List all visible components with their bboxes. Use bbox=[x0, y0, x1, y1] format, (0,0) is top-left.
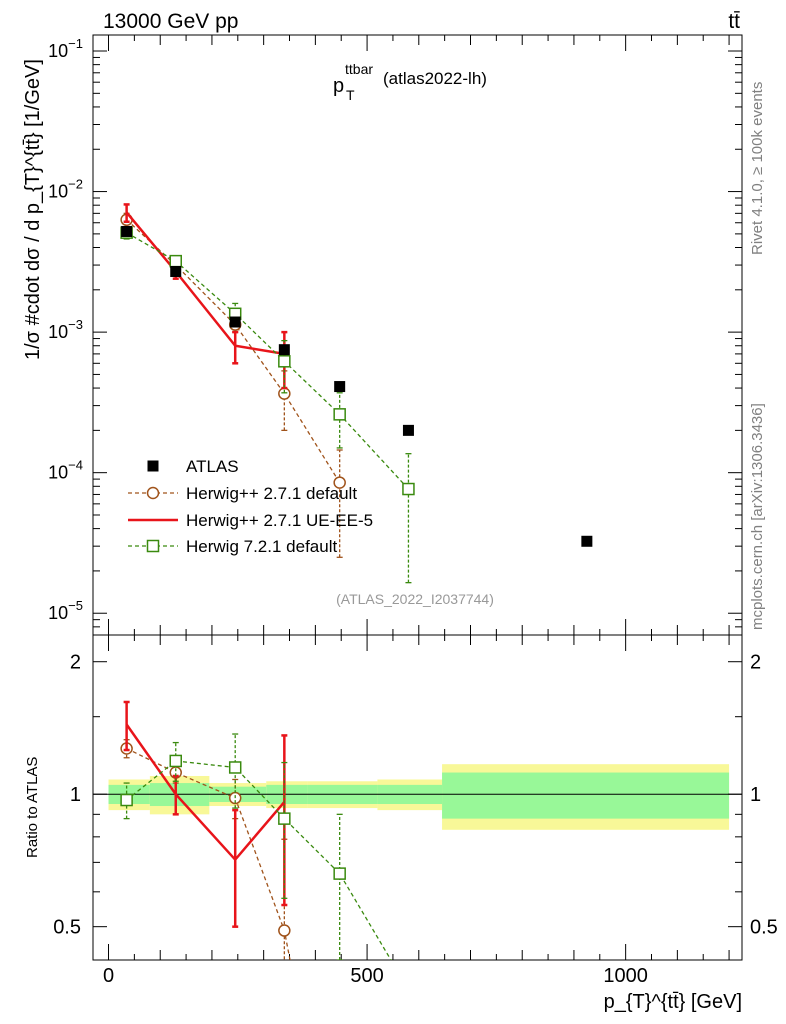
main-data-point-5 bbox=[402, 424, 414, 436]
main-ytick-exp-2: −3 bbox=[68, 317, 83, 332]
main-point-s3-3 bbox=[278, 355, 291, 368]
plot-title-main: p bbox=[333, 75, 344, 97]
main-ytick-label-0: 10−5 bbox=[48, 598, 83, 623]
plot-title: p T ttbar (atlas2022-lh) bbox=[333, 61, 487, 103]
ratio-line-series-1 bbox=[125, 723, 286, 862]
main-point-s3-4 bbox=[333, 408, 346, 421]
ratio-ytick-label-right-0: 0.5 bbox=[750, 917, 778, 939]
main-point-s3-5 bbox=[402, 482, 415, 496]
plot-title-sub: T bbox=[346, 87, 355, 103]
ratio-ytick-label-right-2: 2 bbox=[750, 652, 761, 674]
ratio-point-s2-1 bbox=[169, 754, 182, 768]
main-data-point-0 bbox=[121, 225, 133, 237]
mcplots-label: mcplots.cern.ch [arXiv:1306.3436] bbox=[749, 403, 766, 630]
legend-label-2: Herwig++ 2.7.1 UE-EE-5 bbox=[186, 511, 373, 530]
ratio-xtick-label-1: 500 bbox=[350, 965, 383, 987]
legend-marker-0 bbox=[147, 460, 159, 472]
main-data-point-2 bbox=[229, 316, 241, 328]
ratio-point-s2-2 bbox=[228, 761, 242, 774]
rivet-label: Rivet 4.1.0, ≥ 100k events bbox=[749, 82, 766, 255]
ratio-axis-ticks: 0.5 0.5 1 1 2 2 0 500 1000 bbox=[53, 635, 778, 987]
ratio-series bbox=[120, 700, 392, 960]
header-right: tt̄ bbox=[728, 10, 740, 33]
main-point-s3-1 bbox=[169, 254, 182, 268]
main-ytick-exp-1: −4 bbox=[68, 458, 83, 473]
main-ytick-label-1: 10−4 bbox=[48, 458, 83, 483]
main-point-s1-4 bbox=[333, 476, 346, 489]
main-line-series-2 bbox=[125, 211, 285, 356]
main-data-point-3 bbox=[278, 344, 290, 356]
ratio-panel-frame bbox=[92, 634, 743, 961]
analysis-tag: (ATLAS_2022_I2037744) bbox=[336, 591, 494, 607]
ratio-point-s0-3 bbox=[278, 924, 291, 937]
main-line-series-3 bbox=[126, 232, 409, 490]
xlabel: p_{T}^{tt̄} [GeV] bbox=[604, 991, 742, 1013]
ratio-line-series-2 bbox=[126, 760, 392, 960]
ratio-ytick-label-left-1: 1 bbox=[70, 784, 81, 806]
main-ytick-label-2: 10−3 bbox=[48, 317, 83, 342]
plot-title-suffix: (atlas2022-lh) bbox=[383, 69, 487, 88]
legend-marker-1 bbox=[146, 486, 160, 500]
ratio-ylabel: Ratio to ATLAS bbox=[24, 757, 41, 858]
plot-title-sup: ttbar bbox=[345, 61, 373, 77]
ratio-ytick-label-left-2: 2 bbox=[70, 652, 81, 674]
ratio-ytick-label-left-0: 0.5 bbox=[53, 917, 81, 939]
main-data-point-6 bbox=[581, 535, 593, 547]
main-ytick-exp-3: −2 bbox=[68, 177, 83, 192]
main-ytick-exp-0: −5 bbox=[68, 598, 83, 613]
band-inner-6 bbox=[442, 772, 730, 819]
legend-label-3: Herwig 7.2.1 default bbox=[186, 537, 337, 556]
ratio-uncertainty-bands bbox=[108, 764, 730, 830]
main-ytick-exp-4: −1 bbox=[68, 36, 83, 51]
main-data-point-4 bbox=[334, 381, 346, 393]
ratio-point-s2-3 bbox=[278, 812, 291, 825]
legend-label-1: Herwig++ 2.7.1 default bbox=[186, 484, 357, 503]
main-ylabel: 1/σ #cdot dσ / d p_{T}^{tt̄} [1/GeV] bbox=[22, 59, 44, 360]
ratio-xtick-label-0: 0 bbox=[103, 965, 114, 987]
ratio-xtick-label-2: 1000 bbox=[603, 965, 648, 987]
ratio-point-s2-0 bbox=[120, 793, 133, 807]
main-ytick-label-3: 10−2 bbox=[48, 177, 83, 202]
main-point-s1-3 bbox=[278, 387, 291, 400]
legend-marker-3 bbox=[146, 539, 160, 553]
header-left: 13000 GeV pp bbox=[103, 10, 238, 33]
legend-label-0: ATLAS bbox=[186, 457, 239, 476]
main-data-point-1 bbox=[170, 265, 182, 277]
main-ytick-label-4: 10−1 bbox=[48, 36, 83, 61]
ratio-point-s2-4 bbox=[333, 867, 346, 880]
ratio-series-clipped bbox=[120, 700, 392, 960]
main-series bbox=[120, 203, 593, 584]
legend: ATLAS Herwig++ 2.7.1 default Herwig++ 2.7.… bbox=[128, 457, 373, 556]
ratio-ytick-label-right-1: 1 bbox=[750, 784, 761, 806]
main-line-series-1 bbox=[126, 219, 341, 483]
